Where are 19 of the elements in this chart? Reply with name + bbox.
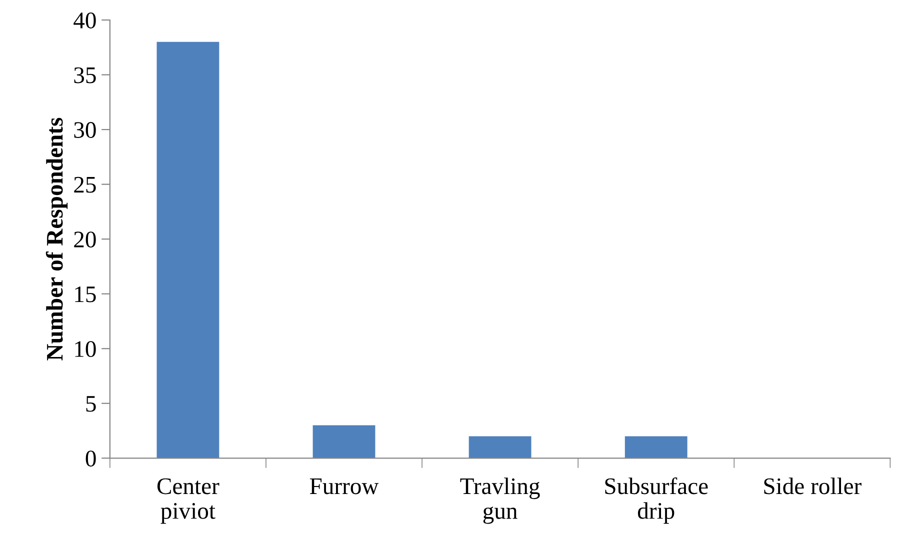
y-tick-label: 5 [86, 396, 96, 412]
y-tick-label: 0 [86, 450, 96, 467]
x-tick-label: Side roller [764, 478, 862, 494]
y-tick-label: 10 [75, 341, 96, 358]
y-tick-label: 25 [74, 176, 96, 193]
bar [312, 425, 376, 458]
y-tick-label: 15 [75, 286, 96, 302]
y-tick-label: 35 [74, 67, 96, 84]
y-tick-label: 30 [74, 122, 96, 138]
y-tick-label: 40 [74, 12, 96, 28]
y-tick-label: 20 [74, 232, 96, 248]
x-tick-label: Furrow [310, 478, 379, 494]
bar [156, 42, 220, 458]
bar [468, 436, 532, 458]
x-tick-label: Subsurface drip [605, 477, 708, 524]
x-tick-label: Travling gun [460, 478, 540, 524]
bar [624, 436, 688, 458]
y-axis-title: Number of Respondents [46, 118, 68, 360]
x-tick-label: Center piviot [157, 478, 220, 524]
